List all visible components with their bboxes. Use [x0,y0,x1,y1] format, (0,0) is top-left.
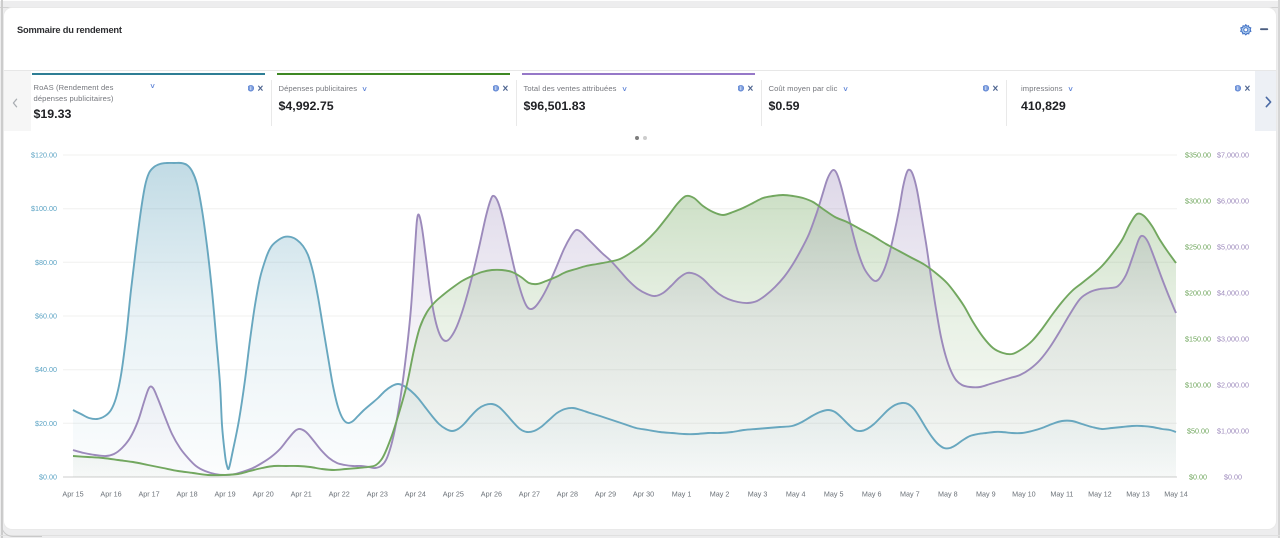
svg-text:May 13: May 13 [1126,490,1150,499]
svg-text:May 1: May 1 [672,490,692,499]
svg-text:Apr 25: Apr 25 [443,490,464,499]
svg-text:$80.00: $80.00 [35,258,57,267]
svg-text:Apr 26: Apr 26 [481,490,502,499]
svg-text:Apr 18: Apr 18 [177,490,198,499]
svg-text:$6,000.00: $6,000.00 [1217,197,1249,206]
svg-text:Apr 21: Apr 21 [291,490,312,499]
svg-text:$100.00: $100.00 [31,204,57,213]
svg-text:Apr 22: Apr 22 [329,490,350,499]
svg-text:$120.00: $120.00 [31,151,57,160]
svg-text:May 4: May 4 [786,490,806,499]
svg-text:$0.00: $0.00 [39,473,57,482]
svg-text:May 10: May 10 [1012,490,1036,499]
svg-text:$40.00: $40.00 [35,365,57,374]
svg-text:$2,000.00: $2,000.00 [1217,381,1249,390]
svg-text:$200.00: $200.00 [1185,289,1211,298]
svg-text:May 2: May 2 [710,490,730,499]
svg-text:$4,000.00: $4,000.00 [1217,289,1249,298]
svg-text:May 3: May 3 [748,490,768,499]
svg-text:Apr 24: Apr 24 [405,490,426,499]
svg-text:May 9: May 9 [976,490,996,499]
svg-text:$300.00: $300.00 [1185,197,1211,206]
svg-text:$7,000.00: $7,000.00 [1217,151,1249,160]
svg-text:Apr 30: Apr 30 [633,490,654,499]
svg-text:Apr 16: Apr 16 [100,490,121,499]
svg-text:$350.00: $350.00 [1185,151,1211,160]
svg-text:$150.00: $150.00 [1185,335,1211,344]
svg-text:May 12: May 12 [1088,490,1112,499]
svg-text:May 14: May 14 [1164,490,1188,499]
svg-text:$100.00: $100.00 [1185,381,1211,390]
svg-text:$0.00: $0.00 [1224,473,1242,482]
svg-text:Apr 19: Apr 19 [215,490,236,499]
svg-text:$1,000.00: $1,000.00 [1217,427,1249,436]
svg-text:May 11: May 11 [1050,490,1073,499]
svg-text:Apr 20: Apr 20 [253,490,274,499]
svg-text:$60.00: $60.00 [35,312,57,321]
svg-text:Apr 17: Apr 17 [139,490,160,499]
svg-text:May 7: May 7 [900,490,920,499]
svg-text:Apr 27: Apr 27 [519,490,540,499]
svg-text:Apr 23: Apr 23 [367,490,388,499]
svg-text:$0.00: $0.00 [1189,473,1207,482]
svg-text:Apr 15: Apr 15 [62,490,83,499]
svg-text:$20.00: $20.00 [35,419,57,428]
svg-text:May 6: May 6 [862,490,882,499]
svg-text:$50.00: $50.00 [1187,427,1209,436]
svg-text:$3,000.00: $3,000.00 [1217,335,1249,344]
svg-text:$5,000.00: $5,000.00 [1217,243,1249,252]
svg-text:Apr 28: Apr 28 [557,490,578,499]
svg-text:Apr 29: Apr 29 [595,490,616,499]
svg-text:$250.00: $250.00 [1185,243,1211,252]
svg-text:May 8: May 8 [938,490,958,499]
svg-text:May 5: May 5 [824,490,844,499]
